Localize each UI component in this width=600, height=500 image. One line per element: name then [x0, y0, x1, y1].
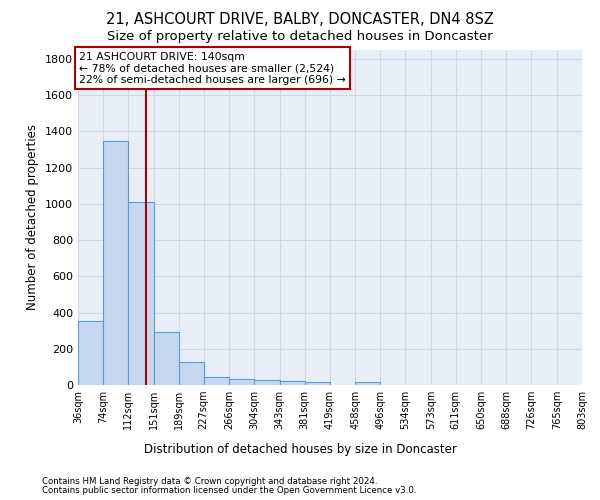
- Bar: [179, 362, 203, 385]
- Text: Contains public sector information licensed under the Open Government Licence v3: Contains public sector information licen…: [42, 486, 416, 495]
- Bar: [154, 332, 179, 385]
- Bar: [355, 382, 380, 385]
- Text: Contains HM Land Registry data © Crown copyright and database right 2024.: Contains HM Land Registry data © Crown c…: [42, 477, 377, 486]
- Text: Size of property relative to detached houses in Doncaster: Size of property relative to detached ho…: [107, 30, 493, 43]
- Bar: [254, 380, 280, 385]
- Y-axis label: Number of detached properties: Number of detached properties: [26, 124, 40, 310]
- Text: 21, ASHCOURT DRIVE, BALBY, DONCASTER, DN4 8SZ: 21, ASHCOURT DRIVE, BALBY, DONCASTER, DN…: [106, 12, 494, 28]
- Bar: [229, 378, 254, 385]
- Text: 21 ASHCOURT DRIVE: 140sqm
← 78% of detached houses are smaller (2,524)
22% of se: 21 ASHCOURT DRIVE: 140sqm ← 78% of detac…: [79, 52, 346, 85]
- Bar: [280, 382, 305, 385]
- Bar: [305, 382, 329, 385]
- Bar: [103, 142, 128, 385]
- Text: Distribution of detached houses by size in Doncaster: Distribution of detached houses by size …: [143, 442, 457, 456]
- Bar: [128, 202, 154, 385]
- Bar: [78, 320, 103, 385]
- Bar: [203, 378, 229, 385]
